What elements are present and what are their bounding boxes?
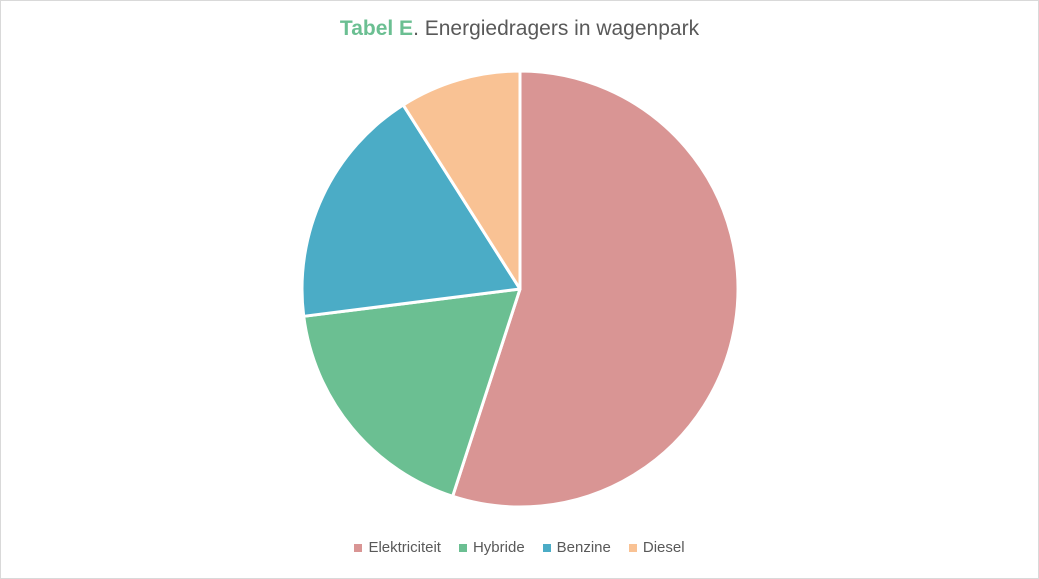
chart-title: Tabel E. Energiedragers in wagenpark	[1, 17, 1038, 41]
legend-swatch-hybride	[458, 543, 467, 552]
legend-swatch-diesel	[628, 543, 637, 552]
chart-legend: Elektriciteit Hybride Benzine Diesel	[1, 539, 1038, 556]
legend-item-diesel: Diesel	[628, 539, 685, 556]
legend-item-hybride: Hybride	[458, 539, 525, 556]
pie-slice-hybride	[302, 287, 522, 498]
pie-slice-elektriciteit	[451, 69, 740, 509]
chart-title-text: . Energiedragers in wagenpark	[413, 17, 700, 40]
legend-label-hybride: Hybride	[472, 539, 525, 556]
legend-swatch-elektriciteit	[354, 543, 363, 552]
chart-title-prefix: Tabel E	[339, 17, 414, 40]
pie-slices	[300, 69, 740, 509]
legend-label-elektriciteit: Elektriciteit	[368, 539, 441, 556]
pie-slice-benzine	[300, 103, 522, 318]
legend-swatch-benzine	[542, 543, 551, 552]
legend-item-elektriciteit: Elektriciteit	[354, 539, 441, 556]
pie-slice-diesel	[401, 69, 522, 291]
legend-item-benzine: Benzine	[542, 539, 611, 556]
legend-label-benzine: Benzine	[556, 539, 611, 556]
legend-label-diesel: Diesel	[642, 539, 685, 556]
